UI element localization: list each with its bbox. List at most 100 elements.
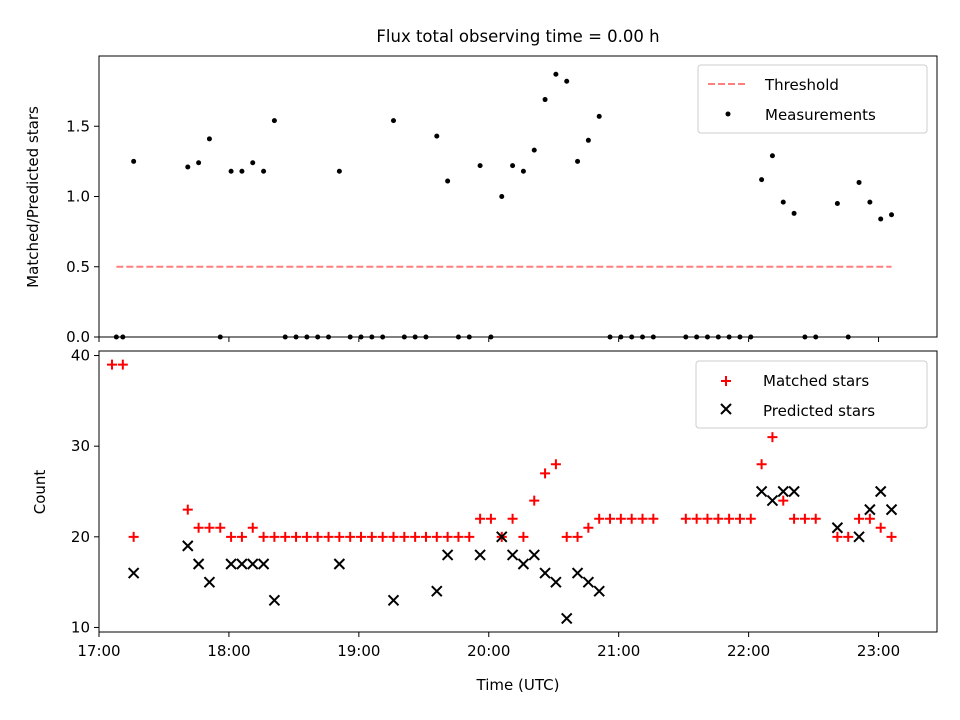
measurement-point: [531, 147, 537, 153]
matched-star-point: [356, 531, 367, 542]
matched-star-point: [572, 531, 583, 542]
predicted-star-point: [777, 485, 789, 498]
measurement-point: [780, 199, 786, 205]
predicted-star-point: [225, 558, 237, 570]
bottom-x-axis-label: Time (UTC): [476, 676, 560, 694]
matched-star-point: [464, 531, 475, 542]
matched-star-point: [236, 531, 247, 542]
matched-star-point: [756, 459, 767, 470]
measurement-point: [185, 164, 191, 170]
measurement-point: [878, 216, 884, 222]
predicted-star-point: [247, 558, 259, 570]
predicted-star-point: [885, 503, 898, 516]
matched-star-point: [615, 513, 626, 524]
matched-star-point: [377, 531, 388, 542]
matched-star-point: [453, 531, 464, 542]
measurement-point: [564, 78, 570, 84]
measurements-legend-label: Measurements: [765, 106, 876, 124]
bottom-plot-frame: [98, 350, 938, 633]
matched-star-point: [713, 513, 724, 524]
predicted-star-point: [517, 558, 530, 570]
matched-star-point: [767, 432, 778, 443]
measurement-point: [769, 153, 775, 159]
y-tick-label: 40: [71, 347, 90, 365]
predicted-star-point: [431, 585, 443, 597]
matched-star-point: [637, 513, 648, 524]
bottom-marks: [106, 359, 898, 625]
measurement-point: [336, 168, 342, 174]
predicted-star-point: [257, 558, 270, 570]
matched-star-point: [215, 522, 226, 533]
predicted-star-point: [268, 594, 281, 606]
predicted-star-point: [766, 494, 779, 507]
y-tick-label: 0.5: [66, 258, 90, 276]
predicted-legend-label: Predicted stars: [763, 402, 875, 420]
predicted-star-point: [788, 485, 800, 498]
x-tick-label: 23:00: [857, 642, 900, 660]
measurement-point: [250, 160, 256, 166]
predicted-star-point: [236, 558, 248, 570]
measurement-point: [867, 199, 873, 205]
matched-star-point: [128, 531, 139, 542]
matched-legend-swatch: [721, 376, 731, 386]
matched-star-point: [864, 513, 875, 524]
measurement-point: [477, 163, 483, 169]
y-tick-label: 20: [71, 528, 90, 546]
matched-star-point: [312, 531, 323, 542]
matched-star-point: [810, 513, 821, 524]
matched-star-point: [117, 359, 128, 370]
matched-star-point: [193, 522, 204, 533]
predicted-star-point: [333, 558, 346, 570]
matched-star-point: [561, 531, 572, 542]
predicted-star-point: [550, 576, 562, 588]
matched-star-point: [431, 531, 442, 542]
measurement-point: [434, 133, 440, 139]
x-tick-label: 17:00: [77, 642, 120, 660]
threshold-legend-label: Threshold: [764, 76, 839, 94]
matched-star-point: [410, 531, 421, 542]
bottom-legend-box: [695, 360, 928, 429]
top-y-axis-label: Matched/Predicted stars: [24, 106, 42, 288]
matched-star-point: [789, 513, 800, 524]
predicted-star-point: [755, 485, 768, 498]
matched-star-point: [529, 495, 540, 506]
matched-star-point: [345, 531, 356, 542]
matched-star-point: [745, 513, 756, 524]
matched-star-point: [388, 531, 399, 542]
measurement-point: [575, 158, 581, 164]
matched-star-point: [106, 359, 117, 370]
y-tick-label: 30: [71, 437, 90, 455]
measurement-point: [499, 194, 505, 199]
predicted-star-point: [441, 549, 454, 561]
predicted-star-point: [387, 594, 400, 606]
matched-star-point: [247, 522, 258, 533]
y-tick-label: 10: [71, 618, 90, 636]
matched-star-point: [734, 513, 745, 524]
measurement-point: [271, 118, 277, 124]
predicted-star-point: [182, 540, 194, 552]
measurement-point: [596, 113, 602, 119]
measurement-point: [542, 97, 548, 103]
measurement-point: [759, 177, 765, 183]
matched-star-point: [832, 531, 843, 542]
measurements-legend-swatch: [725, 111, 731, 117]
matched-legend-label: Matched stars: [763, 372, 869, 390]
top-chart-title: Flux total observing time = 0.00 h: [376, 27, 659, 46]
matched-star-point: [485, 513, 496, 524]
top-legend-box: [697, 64, 928, 134]
measurement-point: [445, 178, 451, 184]
matched-star-point: [691, 513, 702, 524]
matched-star-point: [420, 531, 431, 542]
matched-star-point: [550, 459, 561, 470]
measurement-point: [553, 71, 559, 77]
measurement-point: [390, 118, 396, 124]
matched-star-point: [626, 513, 637, 524]
x-tick-label: 21:00: [597, 642, 640, 660]
predicted-star-point: [853, 531, 865, 543]
measurement-point: [791, 210, 797, 216]
x-tick-label: 22:00: [727, 642, 770, 660]
x-tick-label: 19:00: [337, 642, 380, 660]
matched-star-point: [702, 513, 713, 524]
matched-star-point: [507, 513, 518, 524]
